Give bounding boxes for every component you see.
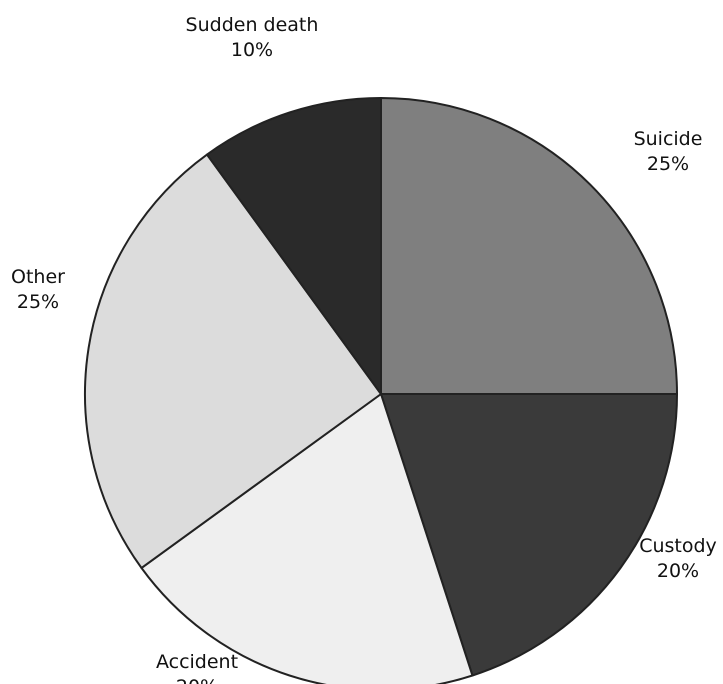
pie-slices [84,97,678,684]
pie-labels: Suicide 25% Custody 20% Accident 20% Other 25% S… [11,14,717,684]
pie-slice-sudden-death [206,97,382,395]
pie-slice-suicide [380,97,678,395]
slice-percent-accident: 20% [176,676,218,684]
slice-percent-suicide: 25% [647,153,689,175]
pie-slice-custody [380,393,678,677]
slice-label-accident: Accident [156,651,238,673]
slice-percent-other: 25% [17,291,59,313]
slice-percent-sudden-death: 10% [231,39,273,61]
slice-label-other: Other [11,266,65,288]
slice-label-sudden-death: Sudden death [186,14,319,36]
pie-slice-accident [140,393,474,684]
pie-slice-other [84,153,382,569]
slice-label-custody: Custody [639,535,717,557]
slice-label-suicide: Suicide [634,128,703,150]
slice-percent-custody: 20% [657,560,699,582]
